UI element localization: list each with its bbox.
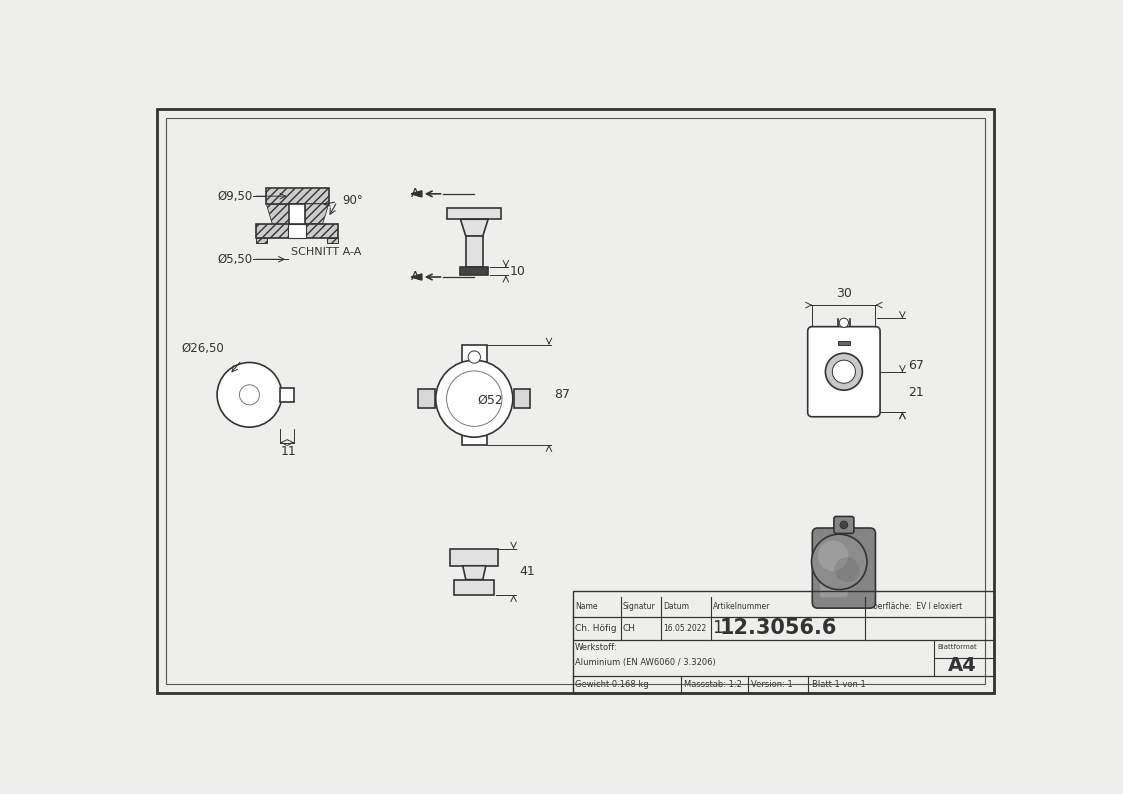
Text: 87: 87 [555,388,570,401]
Bar [256,224,338,237]
FancyBboxPatch shape [812,528,876,608]
Circle shape [818,541,848,571]
Bar [256,237,267,243]
Circle shape [468,351,481,363]
Text: Oberfläche:  EV I eloxiert: Oberfläche: EV I eloxiert [867,603,962,611]
Text: Massstab: 1:2: Massstab: 1:2 [684,680,741,689]
Bar [573,592,994,693]
Circle shape [840,521,848,529]
Text: Gewicht 0.168 kg: Gewicht 0.168 kg [575,680,649,689]
Bar [462,345,486,445]
Bar [466,236,483,267]
Text: Ø9,50: Ø9,50 [217,190,253,202]
Text: 12.3056.6: 12.3056.6 [720,618,838,638]
Text: 41: 41 [519,565,535,578]
Text: Blattformat: Blattformat [937,644,977,650]
Text: Version: 1: Version: 1 [751,680,793,689]
Circle shape [834,557,859,582]
Text: 67: 67 [907,359,923,372]
Text: A: A [411,271,420,283]
Bar [460,267,489,276]
Text: Signatur: Signatur [623,603,656,611]
FancyBboxPatch shape [807,326,880,417]
Text: 11: 11 [281,445,296,458]
Text: CH: CH [623,623,636,633]
Text: SCHNITT A-A: SCHNITT A-A [291,247,362,256]
Bar [418,389,435,408]
Text: A4: A4 [948,656,977,675]
Polygon shape [411,274,422,280]
Text: Aluminium (EN AW6060 / 3.3206): Aluminium (EN AW6060 / 3.3206) [575,657,715,667]
Text: 30: 30 [836,287,852,299]
Circle shape [436,360,513,437]
FancyBboxPatch shape [834,516,853,534]
Circle shape [825,353,862,390]
Text: 1: 1 [712,619,723,637]
Bar [266,188,329,204]
Bar [447,209,501,219]
FancyBboxPatch shape [820,558,848,597]
Circle shape [239,385,259,405]
Text: Werkstoff:: Werkstoff: [575,643,618,652]
Polygon shape [460,219,489,236]
Text: 21: 21 [907,386,923,399]
Text: A: A [411,187,420,200]
Text: 10: 10 [510,264,526,278]
Text: Name: Name [575,603,597,611]
Circle shape [447,371,502,426]
Bar [455,580,494,595]
Text: Blatt 1 von 1: Blatt 1 von 1 [812,680,866,689]
Bar [287,224,307,237]
Bar [450,549,499,566]
Text: 90°: 90° [341,194,363,206]
Circle shape [832,360,856,384]
Text: Ø26,50: Ø26,50 [182,342,225,355]
Text: Artikelnummer: Artikelnummer [713,603,770,611]
Bar [327,237,338,243]
Circle shape [839,318,849,327]
Bar [513,389,530,408]
Bar [290,204,304,224]
Polygon shape [411,191,422,197]
Bar [838,341,850,345]
Text: Ch. Höfig: Ch. Höfig [575,623,617,633]
Text: Ø52: Ø52 [477,394,503,407]
Circle shape [812,534,867,590]
Text: Ø5,50: Ø5,50 [217,252,253,266]
Text: Datum: Datum [663,603,688,611]
Polygon shape [304,204,329,224]
Text: 16.05.2022: 16.05.2022 [663,623,706,633]
Polygon shape [463,566,486,580]
Circle shape [217,363,282,427]
Bar [281,388,294,402]
Polygon shape [266,204,290,224]
